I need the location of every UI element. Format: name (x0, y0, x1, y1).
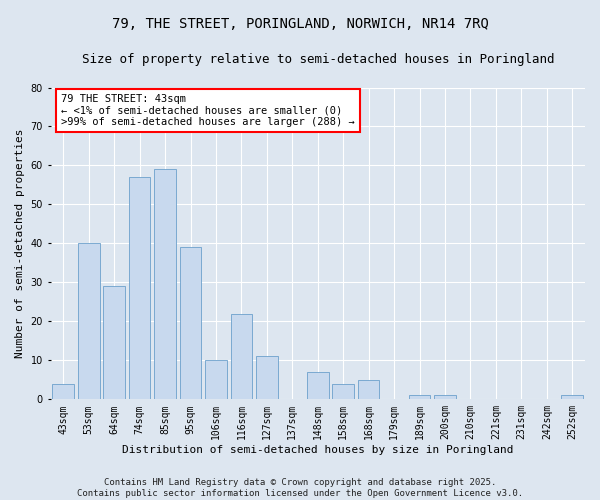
Bar (205, 360, 227, 400)
Text: 79, THE STREET, PORINGLAND, NORWICH, NR14 7RQ: 79, THE STREET, PORINGLAND, NORWICH, NR1… (112, 18, 488, 32)
Bar (358, 380, 379, 400)
Bar (409, 396, 430, 400)
Bar (154, 170, 176, 400)
Bar (230, 314, 252, 400)
Bar (434, 396, 456, 400)
Y-axis label: Number of semi-detached properties: Number of semi-detached properties (15, 128, 25, 358)
Bar (307, 372, 329, 400)
Bar (103, 286, 125, 400)
Bar (180, 248, 202, 400)
Title: Size of property relative to semi-detached houses in Poringland: Size of property relative to semi-detach… (82, 52, 554, 66)
Bar (332, 384, 354, 400)
Bar (52, 384, 74, 400)
Bar (129, 177, 151, 400)
Text: Contains HM Land Registry data © Crown copyright and database right 2025.
Contai: Contains HM Land Registry data © Crown c… (77, 478, 523, 498)
Bar (78, 244, 100, 400)
Text: 79 THE STREET: 43sqm
← <1% of semi-detached houses are smaller (0)
>99% of semi-: 79 THE STREET: 43sqm ← <1% of semi-detac… (61, 94, 355, 127)
Bar (256, 356, 278, 400)
X-axis label: Distribution of semi-detached houses by size in Poringland: Distribution of semi-detached houses by … (122, 445, 514, 455)
Bar (562, 396, 583, 400)
